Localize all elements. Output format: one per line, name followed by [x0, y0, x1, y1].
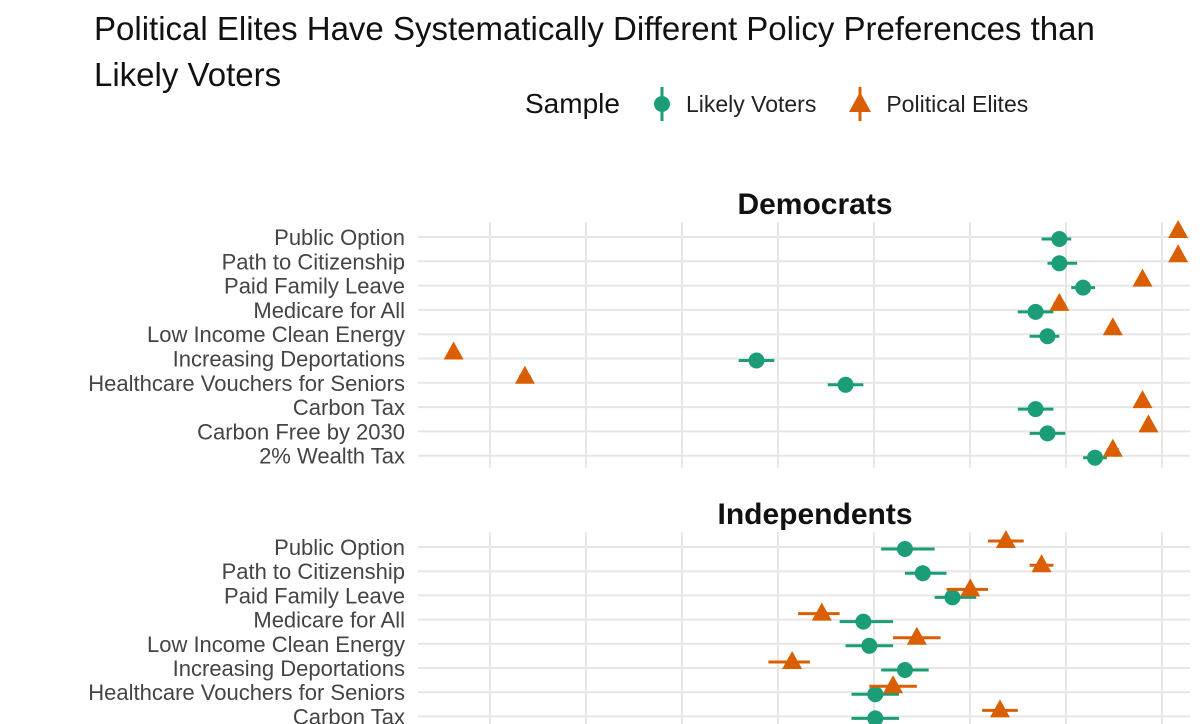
likely-voters-point	[1027, 401, 1044, 418]
likely-voters-point	[944, 589, 961, 606]
category-label: Public Option	[274, 535, 405, 560]
political-elites-point	[1132, 268, 1153, 287]
chart-title: Political Elites Have Systematically Dif…	[94, 10, 1095, 93]
legend-item-political-elites: Political Elites	[846, 84, 1028, 124]
category-label: Increasing Deportations	[173, 347, 405, 372]
category-label: Increasing Deportations	[173, 656, 405, 681]
political-elites-point	[1102, 438, 1123, 457]
political-elites-point	[1031, 554, 1052, 573]
political-elites-point	[1102, 317, 1123, 336]
political-elites-point	[906, 626, 927, 645]
legend-label: Political Elites	[886, 90, 1029, 117]
political-elites-point	[514, 365, 535, 384]
legend-label: Likely Voters	[685, 90, 817, 117]
legend-title: Sample	[525, 88, 620, 119]
panel-title: Democrats	[737, 188, 892, 221]
political-elites-point	[995, 530, 1016, 548]
likely-voters-point	[861, 637, 878, 654]
political-elites-point	[1132, 390, 1153, 409]
legend: Sample Likely Voters Political Elites	[525, 84, 1058, 124]
category-label: Path to Citizenship	[222, 559, 405, 584]
category-label: Healthcare Vouchers for Seniors	[88, 680, 405, 705]
triangle-marker-icon	[849, 87, 872, 121]
category-label: Carbon Tax	[293, 395, 405, 420]
category-label: Paid Family Leave	[224, 583, 405, 608]
likely-voters-point	[1051, 255, 1068, 272]
category-label: Paid Family Leave	[224, 274, 405, 299]
category-label: Low Income Clean Energy	[147, 322, 405, 347]
political-elites-point	[1168, 244, 1189, 263]
category-label: Carbon Tax	[293, 704, 405, 724]
panel-title: Independents	[717, 498, 912, 531]
political-elites-point	[782, 651, 803, 669]
category-label: 2% Wealth Tax	[259, 444, 405, 469]
category-label: Low Income Clean Energy	[147, 632, 405, 657]
category-label: Healthcare Vouchers for Seniors	[88, 371, 405, 396]
likely-voters-point	[1027, 303, 1044, 320]
political-elites-point	[811, 602, 832, 621]
likely-voters-point	[1086, 449, 1103, 466]
political-elites-point	[989, 699, 1010, 718]
likely-voters-point	[1075, 279, 1092, 296]
likely-voters-point	[748, 352, 765, 369]
political-elites-point	[883, 675, 904, 694]
political-elites-point	[960, 578, 981, 597]
likely-voters-point	[837, 376, 854, 393]
category-label: Path to Citizenship	[222, 249, 405, 274]
likely-voters-point	[1039, 328, 1056, 345]
political-elites-point	[1168, 220, 1189, 238]
likely-voters-point	[855, 613, 872, 630]
category-label: Public Option	[274, 225, 405, 250]
likely-voters-point	[867, 686, 884, 703]
likely-voters-point	[914, 565, 931, 582]
category-label: Medicare for All	[253, 608, 405, 633]
likely-voters-point	[896, 541, 913, 557]
likely-voters-point	[1051, 231, 1068, 247]
likely-voters-point	[896, 662, 913, 678]
legend-item-likely-voters: Likely Voters	[650, 84, 816, 124]
likely-voters-point	[867, 710, 884, 724]
likely-voters-point	[1039, 425, 1056, 442]
political-elites-point	[1138, 414, 1159, 433]
political-elites-point	[443, 341, 464, 360]
category-label: Medicare for All	[253, 298, 405, 323]
political-elites-point	[1049, 292, 1070, 311]
category-label: Carbon Free by 2030	[197, 419, 405, 444]
circle-marker-icon	[653, 87, 670, 121]
